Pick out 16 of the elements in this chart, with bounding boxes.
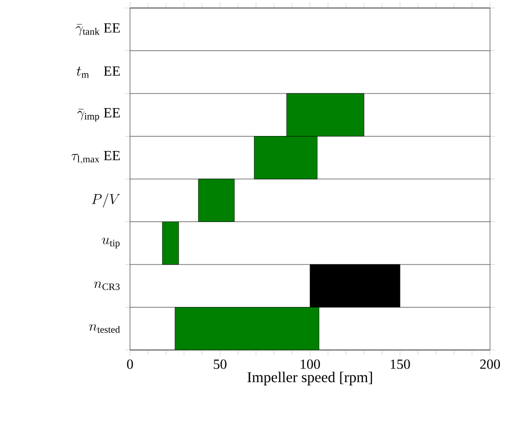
y-tick-label: $t_{\mathrm{m}}\quad \mathrm{EE}$: [76, 66, 120, 78]
y-tick-label: $n_{\mathrm{tested}}$: [89, 324, 120, 333]
bar: [162, 222, 179, 265]
x-tick-label: 50: [214, 360, 226, 369]
y-tick-label: $u_{\mathrm{tip}}$: [102, 238, 120, 248]
x-tick-label: 150: [390, 360, 410, 369]
x-axis-title: Impeller speed [rpm]: [247, 372, 372, 386]
x-tick-label: 200: [480, 360, 500, 369]
y-tick-label: $P/V$: [92, 193, 120, 208]
x-tick-label: 0: [127, 360, 133, 369]
x-tick-label: 100: [300, 360, 320, 369]
y-tick-label: $\tau_{\mathrm{l,max}}\ \mathrm{EE}$: [71, 151, 120, 164]
y-tick-label: $\bar{\gamma}_{\mathrm{imp}}\ \mathrm{EE}$: [77, 108, 120, 122]
y-tick-label: $n_{\mathrm{CR3}}$: [94, 282, 120, 290]
bar: [198, 178, 235, 222]
y-tick-label: $\bar{\gamma}_{\mathrm{tank}}\ \mathrm{EE}$: [76, 23, 120, 36]
